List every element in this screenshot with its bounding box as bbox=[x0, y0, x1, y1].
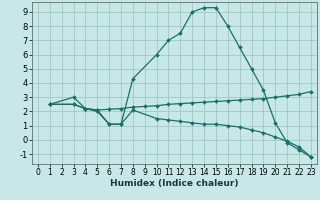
X-axis label: Humidex (Indice chaleur): Humidex (Indice chaleur) bbox=[110, 179, 239, 188]
